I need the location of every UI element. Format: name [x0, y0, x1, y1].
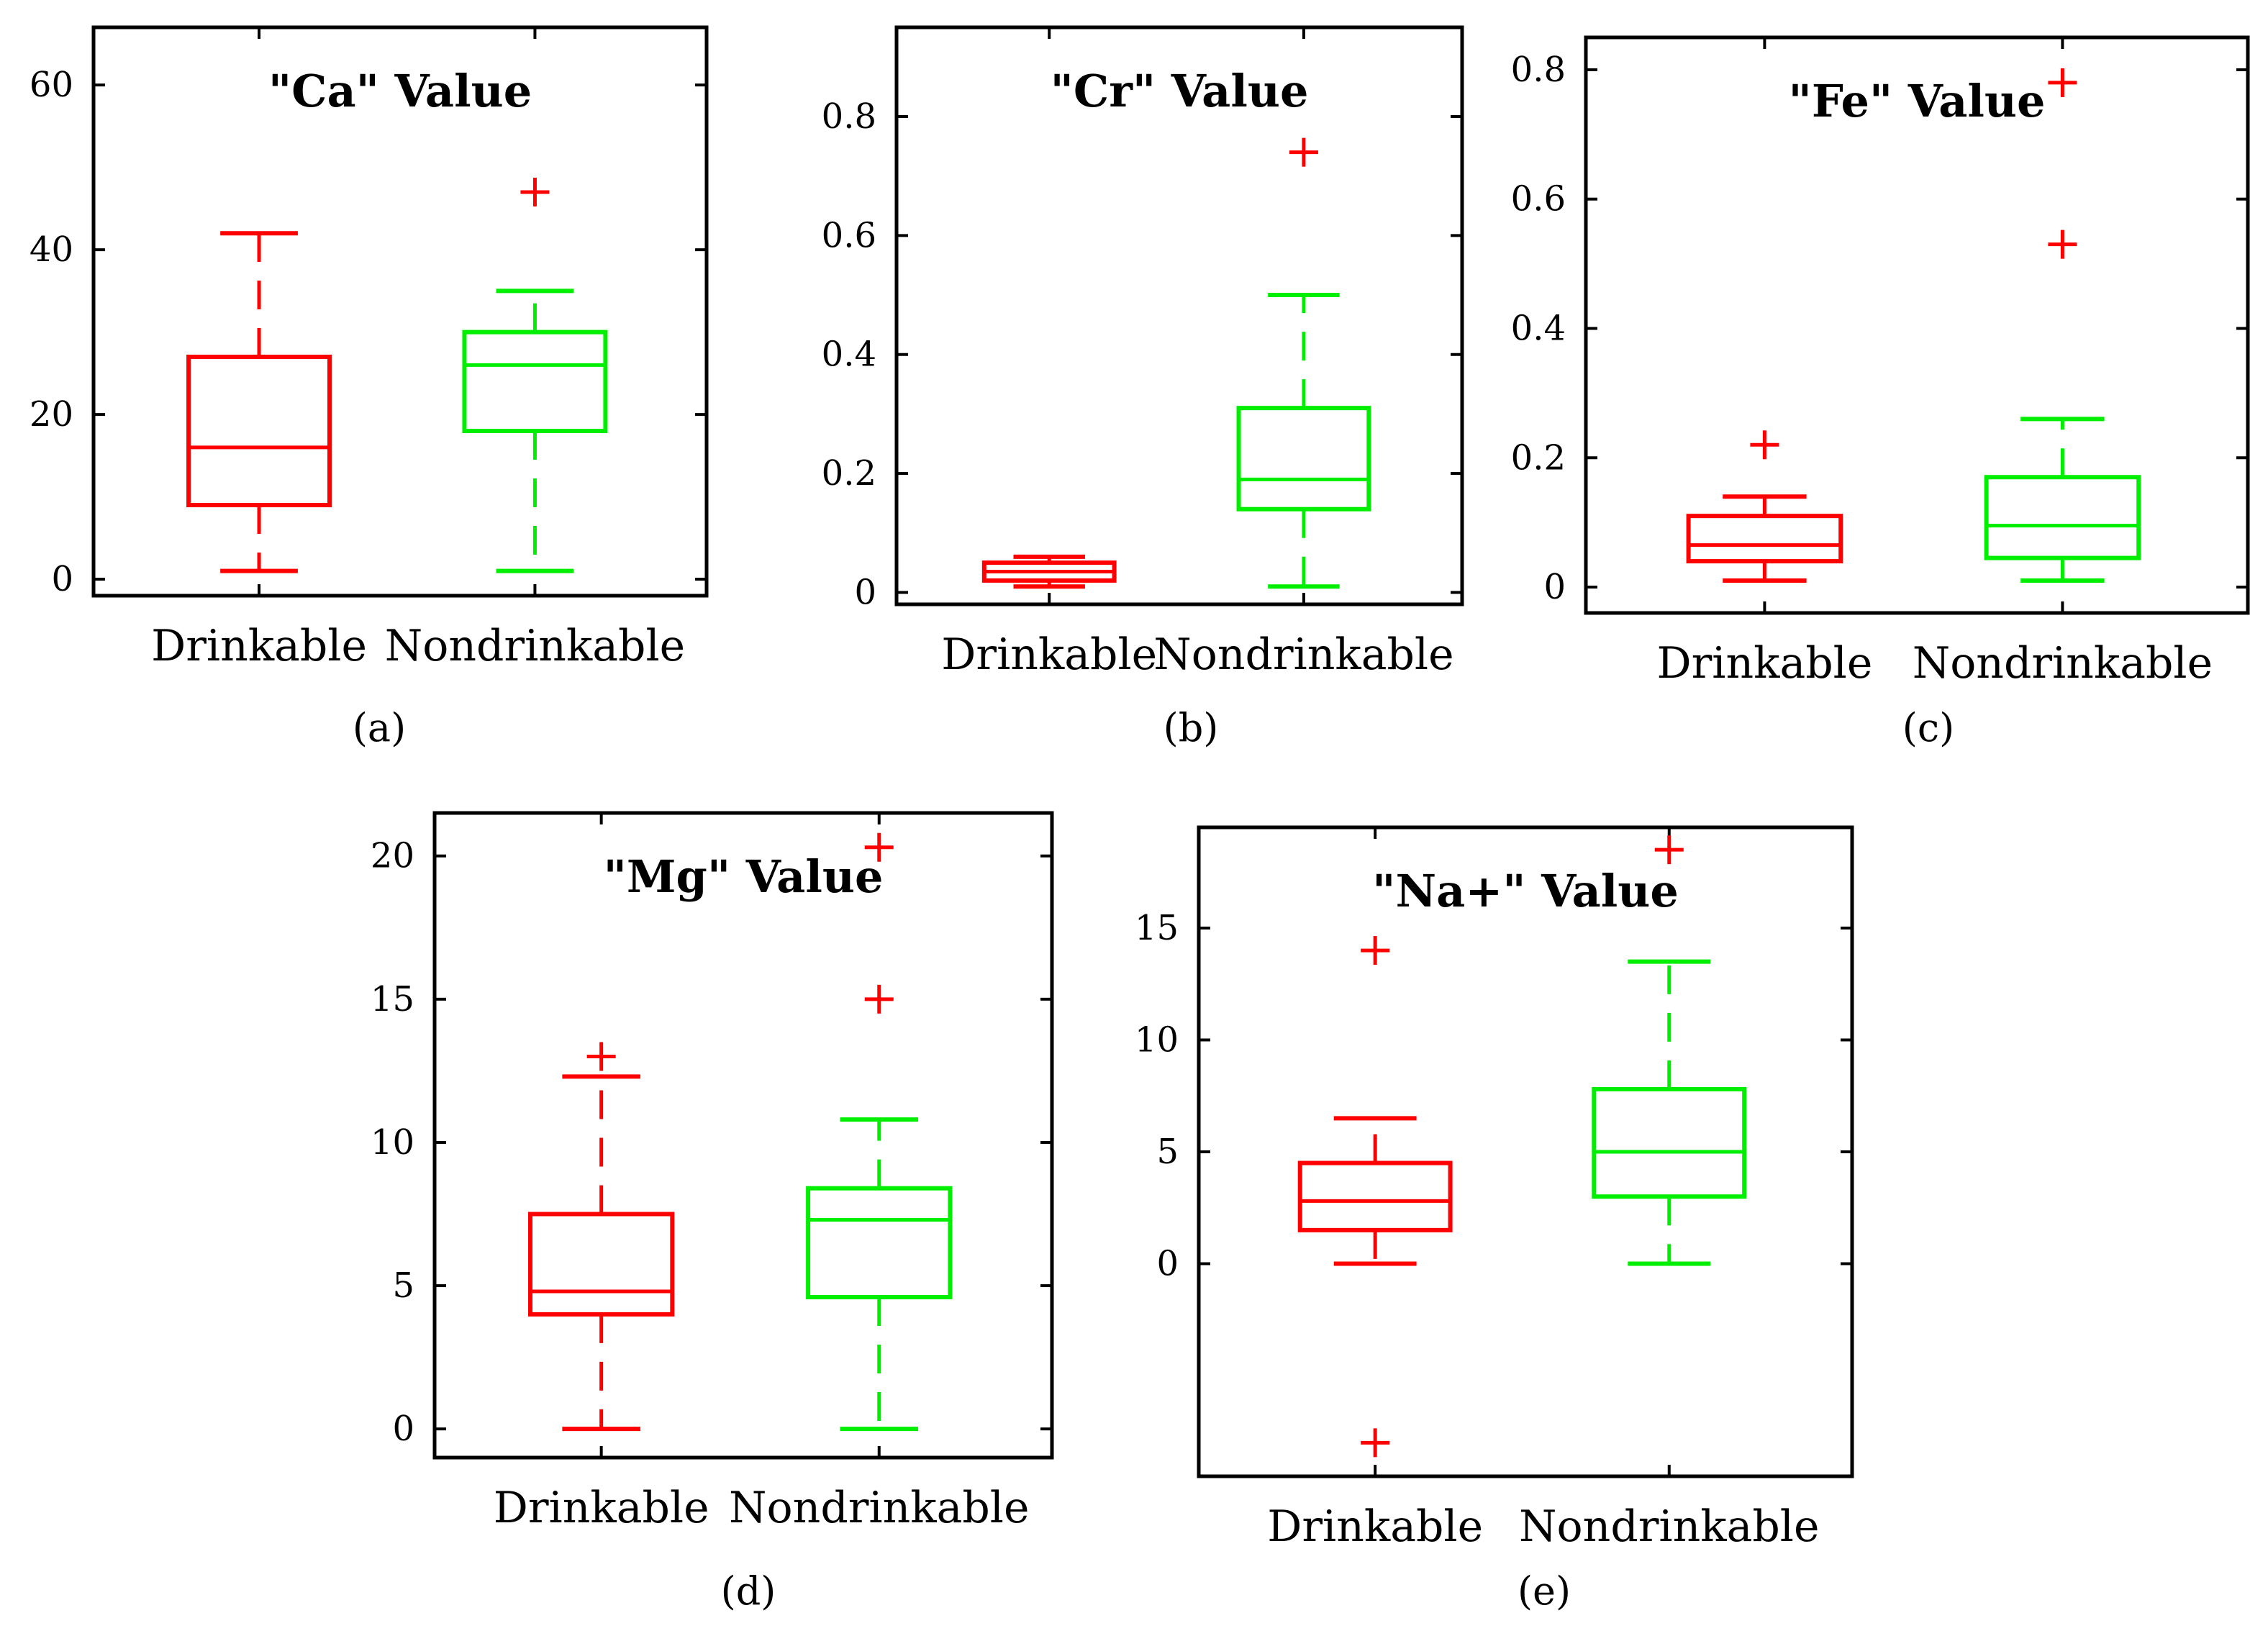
plot-frame	[91, 25, 709, 598]
y-tick-label: 0	[51, 559, 73, 599]
box-nondrinkable	[1592, 835, 1747, 1266]
outlier-marker	[1361, 1428, 1390, 1458]
category-label: Nondrinkable	[1913, 638, 2213, 689]
y-tick-label: 0.6	[822, 215, 876, 255]
y-tick-label: 0.6	[1511, 179, 1566, 219]
chart-title: "Na+" Value	[1372, 865, 1679, 917]
y-tick-label: 0.4	[822, 335, 876, 375]
y-tick-label: 60	[30, 65, 73, 105]
category-label: Nondrinkable	[1519, 1501, 1819, 1552]
chart-title: "Cr" Value	[1051, 65, 1309, 117]
y-tick-label: 0	[1543, 567, 1566, 607]
y-tick-label: 0.8	[1511, 50, 1566, 90]
plot-frame	[894, 25, 1464, 606]
outlier-marker	[864, 832, 894, 862]
box-nondrinkable	[462, 177, 608, 573]
box-drinkable	[1297, 936, 1453, 1458]
box-drinkable	[186, 231, 332, 573]
y-tick-label: 0.2	[822, 453, 876, 494]
outlier-marker	[586, 1042, 616, 1071]
y-tick-label: 0	[854, 572, 876, 612]
y-tick-label: 5	[392, 1265, 414, 1306]
category-label: Nondrinkable	[1153, 630, 1453, 680]
y-tick-label: 20	[371, 836, 414, 876]
panel-caption: (b)	[1164, 705, 1219, 750]
outlier-marker	[2048, 230, 2077, 259]
plot-frame	[1584, 35, 2250, 615]
y-tick-label: 40	[30, 230, 73, 270]
panel-a: 0 20 40 60 "Ca" Value Drinkable Nondrinkable (a…	[30, 25, 709, 750]
iqr-box	[1592, 1086, 1747, 1199]
y-tick-label: 10	[1135, 1019, 1179, 1060]
iqr-box	[1984, 475, 2141, 560]
box-nondrinkable	[806, 832, 953, 1432]
box-nondrinkable	[1236, 137, 1371, 589]
category-label: Nondrinkable	[385, 621, 685, 671]
panel-caption: (e)	[1518, 1568, 1571, 1614]
category-label: Drinkable	[941, 630, 1157, 680]
panel-caption: (d)	[721, 1568, 776, 1614]
iqr-box	[806, 1186, 953, 1299]
iqr-box	[1236, 406, 1371, 512]
box-drinkable	[527, 1042, 675, 1432]
plot-frame	[1197, 825, 1854, 1478]
category-label: Drinkable	[1656, 638, 1872, 689]
panel-e: 0 5 10 15 "Na+" Value Drinkable Nondrinkable (e…	[1135, 825, 1854, 1614]
y-tick-label: 0.2	[1511, 437, 1566, 478]
iqr-box	[1686, 514, 1843, 564]
category-label: Drinkable	[1267, 1501, 1483, 1552]
plot-frame	[432, 811, 1054, 1460]
iqr-box	[462, 330, 608, 434]
y-tick-label: 0	[392, 1409, 414, 1449]
chart-title: "Mg" Value	[604, 850, 884, 903]
box-drinkable	[981, 554, 1117, 589]
panel-caption: (a)	[353, 705, 406, 750]
y-tick-label: 0.8	[822, 96, 876, 137]
outlier-marker	[1361, 936, 1390, 965]
y-tick-label: 20	[30, 394, 73, 435]
panel-d: 0 5 10 15 20 "Mg" Value Drinkable Nondrinkable (…	[371, 811, 1054, 1614]
y-tick-label: 0	[1156, 1244, 1179, 1284]
outlier-marker	[1289, 137, 1318, 167]
outlier-marker	[520, 177, 550, 206]
outlier-marker	[1654, 835, 1684, 865]
iqr-box	[527, 1212, 675, 1317]
category-label: Drinkable	[494, 1483, 709, 1533]
iqr-box	[1297, 1160, 1453, 1232]
outlier-marker	[1750, 430, 1779, 460]
y-tick-label: 0.4	[1511, 308, 1566, 348]
chart-title: "Fe" Value	[1789, 75, 2046, 127]
chart-title: "Ca" Value	[268, 65, 532, 117]
y-tick-label: 5	[1156, 1132, 1179, 1172]
category-label: Drinkable	[151, 621, 367, 671]
panel-caption: (c)	[1902, 705, 1954, 750]
y-tick-label: 15	[371, 979, 414, 1019]
iqr-box	[186, 354, 332, 508]
panel-b: 0 0.2 0.4 0.6 0.8 "Cr" Value DrinkableNondrink…	[822, 25, 1464, 750]
outlier-marker	[2048, 68, 2077, 97]
box-nondrinkable	[1984, 68, 2141, 583]
category-label: Nondrinkable	[729, 1483, 1029, 1533]
panel-c: 0 0.2 0.4 0.6 0.8 "Fe" Value Drinkable Nondrink…	[1511, 35, 2250, 750]
y-tick-label: 15	[1135, 908, 1179, 948]
box-drinkable	[1686, 430, 1843, 583]
outlier-marker	[864, 984, 894, 1014]
y-tick-label: 10	[371, 1122, 414, 1163]
